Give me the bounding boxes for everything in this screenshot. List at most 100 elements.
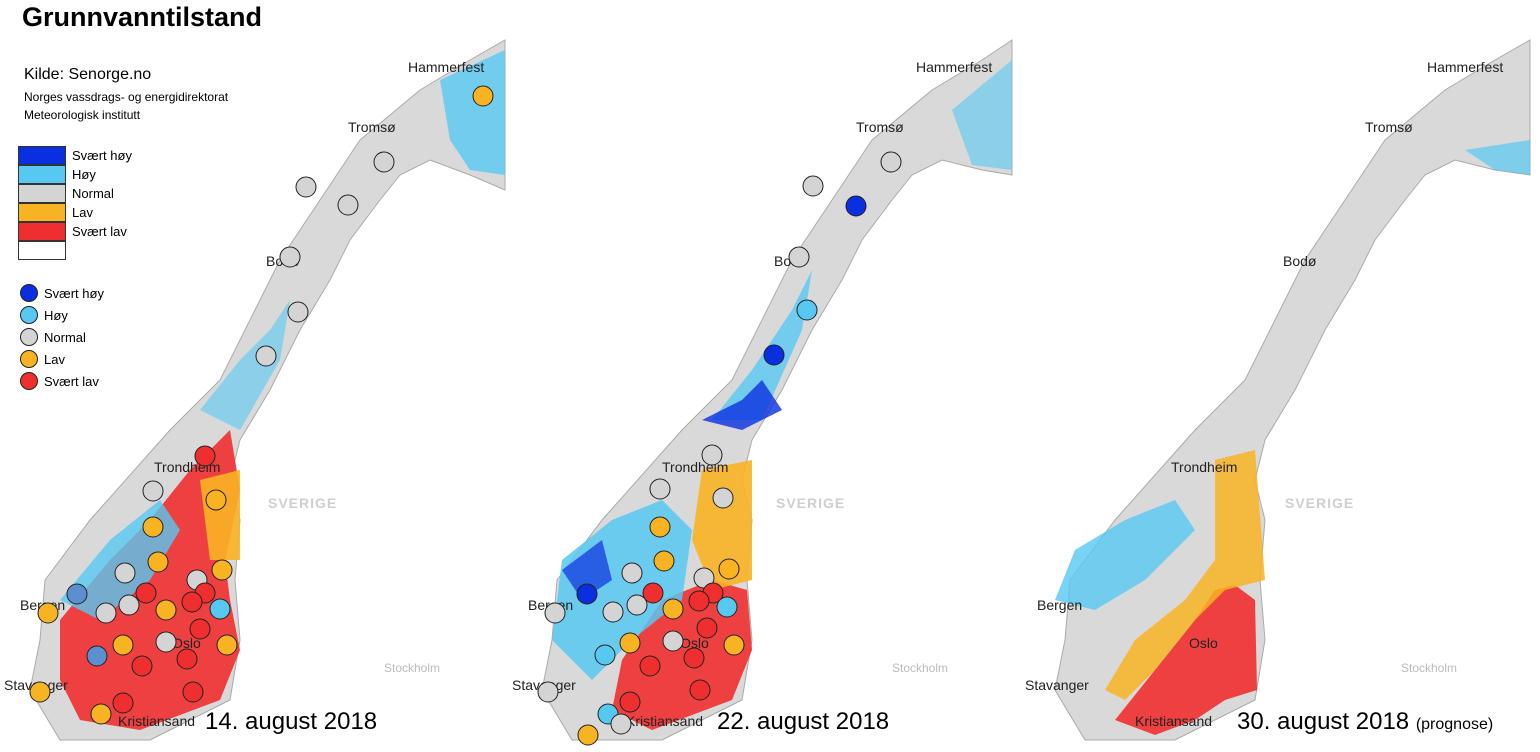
station-marker	[182, 681, 204, 703]
legend-row-svaert-hoy: Svært høy	[18, 146, 132, 165]
station-marker	[86, 645, 108, 667]
station-marker	[649, 478, 671, 500]
station-legend-label: Høy	[44, 307, 68, 323]
station-marker	[112, 634, 134, 656]
map-panel-2: Hammerfest Tromsø Bodø Trondheim Bergen …	[512, 0, 1022, 752]
station-marker	[112, 692, 134, 714]
station-marker	[642, 582, 664, 604]
station-marker	[576, 583, 598, 605]
station-marker	[594, 644, 616, 666]
station-marker	[209, 598, 231, 620]
station-marker	[718, 558, 740, 580]
station-marker	[649, 516, 671, 538]
city-trondheim: Trondheim	[1171, 459, 1237, 475]
station-marker	[118, 594, 140, 616]
station-marker	[211, 559, 233, 581]
station-marker	[662, 598, 684, 620]
city-oslo: Oslo	[680, 635, 709, 651]
station-marker	[155, 599, 177, 621]
city-tromso: Tromsø	[1365, 119, 1413, 135]
city-hammerfest: Hammerfest	[916, 59, 992, 75]
legend-row-normal: Normal	[18, 184, 132, 203]
station-legend-row: Normal	[20, 326, 104, 348]
city-bergen: Bergen	[1037, 597, 1082, 613]
dot-hoy	[20, 306, 38, 324]
station-legend-row: Svært høy	[20, 282, 104, 304]
station-marker	[610, 713, 632, 735]
map-1: Hammerfest Tromsø Bodø Trondheim Bergen …	[4, 39, 506, 741]
city-stockholm: Stockholm	[892, 661, 948, 675]
station-marker	[287, 301, 309, 323]
city-bodo: Bodø	[1283, 253, 1317, 269]
norway-map-3	[1054, 39, 1531, 741]
station-marker	[189, 618, 211, 640]
dot-lav	[20, 350, 38, 368]
station-marker	[255, 345, 277, 367]
legend-row-blank	[18, 241, 132, 260]
area-legend: Svært høy Høy Normal Lav Svært lav	[18, 146, 132, 260]
swatch-lav	[18, 203, 66, 222]
station-marker	[696, 617, 718, 639]
legend-row-svaert-lav: Svært lav	[18, 222, 132, 241]
station-marker	[176, 648, 198, 670]
station-marker	[90, 703, 112, 725]
station-legend-label: Normal	[44, 329, 86, 345]
station-marker	[689, 679, 711, 701]
station-legend-row: Svært lav	[20, 370, 104, 392]
org-met: Meteorologisk institutt	[24, 108, 141, 122]
legend-label: Normal	[72, 186, 114, 201]
legend-row-hoy: Høy	[18, 165, 132, 184]
legend-label: Svært lav	[72, 224, 127, 239]
station-marker	[701, 444, 723, 466]
station-marker	[880, 151, 902, 173]
station-marker	[802, 175, 824, 197]
prognosis-note: (prognose)	[1415, 716, 1494, 733]
station-marker	[194, 445, 216, 467]
station-legend-label: Lav	[44, 351, 65, 367]
station-marker	[181, 591, 203, 613]
station-marker	[621, 562, 643, 584]
city-oslo: Oslo	[1189, 635, 1218, 651]
station-marker	[295, 176, 317, 198]
map-3: Hammerfest Tromsø Bodø Trondheim Bergen …	[1025, 39, 1531, 741]
city-kristiansand: Kristiansand	[626, 713, 703, 729]
station-marker	[147, 551, 169, 573]
station-marker	[712, 487, 734, 509]
legend-row-lav: Lav	[18, 203, 132, 222]
page-title: Grunnvanntilstand	[22, 2, 263, 32]
legend-label: Svært høy	[72, 148, 132, 163]
station-marker	[279, 246, 301, 268]
station-marker	[577, 724, 599, 746]
station-marker	[155, 631, 177, 653]
station-marker	[66, 583, 88, 605]
station-marker	[131, 655, 153, 677]
station-marker	[216, 634, 238, 656]
station-marker	[619, 632, 641, 654]
station-marker	[619, 691, 641, 713]
country-sverige: SVERIGE	[1285, 495, 1354, 511]
dot-normal	[20, 328, 38, 346]
station-marker	[373, 151, 395, 173]
dot-svaert-hoy	[20, 284, 38, 302]
city-kristiansand: Kristiansand	[1135, 713, 1212, 729]
swatch-blank	[18, 241, 66, 260]
city-stockholm: Stockholm	[384, 661, 440, 675]
station-marker	[37, 602, 59, 624]
country-sverige: SVERIGE	[776, 495, 845, 511]
station-marker	[29, 681, 51, 703]
station-marker	[544, 602, 566, 624]
station-marker	[472, 85, 494, 107]
station-marker	[537, 681, 559, 703]
station-legend-row: Lav	[20, 348, 104, 370]
station-marker	[716, 596, 738, 618]
org-nve: Norges vassdrags- og energidirektorat	[24, 90, 229, 104]
station-marker	[626, 594, 648, 616]
station-marker	[142, 516, 164, 538]
date-caption-3: 30. august 2018 (prognose)	[1237, 708, 1493, 736]
map-2: Hammerfest Tromsø Bodø Trondheim Bergen …	[512, 39, 1013, 746]
station-legend: Svært høy Høy Normal Lav Svært lav	[20, 282, 104, 392]
swatch-svaert-hoy	[18, 146, 66, 165]
legend-label: Høy	[72, 167, 96, 182]
station-marker	[763, 344, 785, 366]
city-kristiansand: Kristiansand	[118, 713, 195, 729]
